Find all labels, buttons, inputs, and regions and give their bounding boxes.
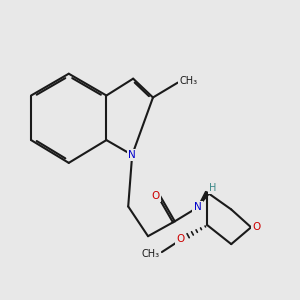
Polygon shape <box>198 191 209 208</box>
Text: CH₃: CH₃ <box>179 76 198 86</box>
Text: O: O <box>151 190 160 201</box>
Text: O: O <box>176 234 184 244</box>
Text: O: O <box>252 222 260 232</box>
Text: CH₃: CH₃ <box>141 248 160 259</box>
Text: N: N <box>194 202 201 212</box>
Text: N: N <box>128 150 136 160</box>
Text: H: H <box>209 183 216 193</box>
